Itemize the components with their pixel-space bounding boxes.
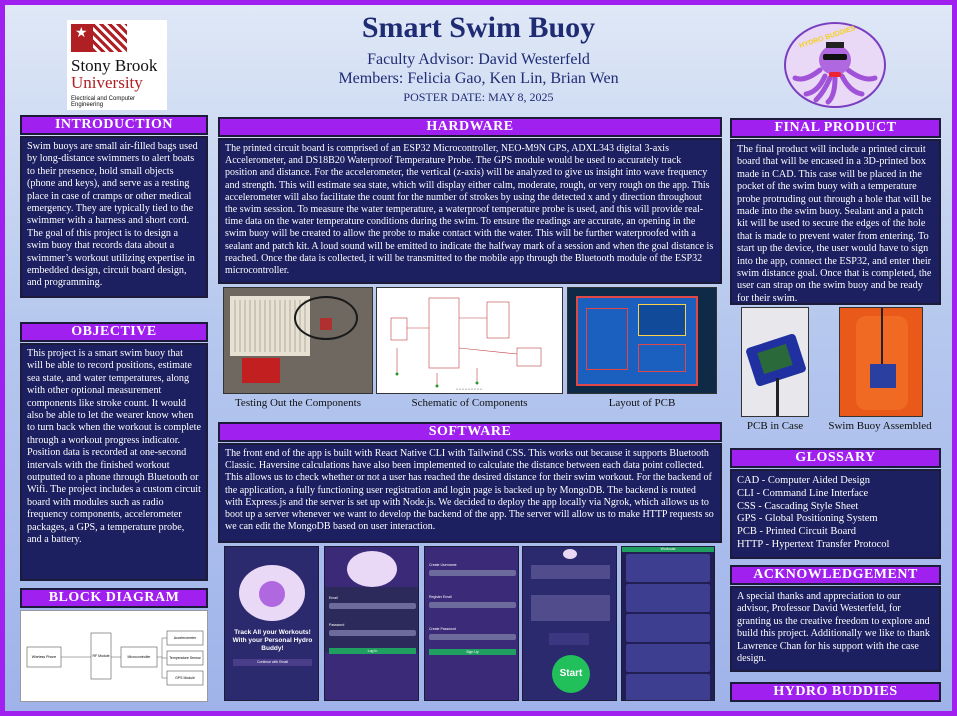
create-password-label: Create Password	[429, 627, 456, 631]
introduction-body: Swim buoys are small air-filled bags use…	[20, 136, 208, 298]
register-email-field[interactable]	[429, 602, 516, 608]
acknowledgement-heading: ACKNOWLEDGEMENT	[730, 565, 941, 585]
logo-text-2: University	[71, 73, 143, 92]
node-phone: Wireless Phone	[32, 655, 57, 659]
app-screen-welcome: Track All your Workouts! With your Perso…	[224, 546, 319, 701]
software-heading: SOFTWARE	[218, 422, 722, 442]
node-rf: RF Module	[92, 654, 109, 658]
photo-schematic: • • • • • • • • •	[376, 287, 563, 394]
caption-pcb-in-case: PCB in Case	[746, 420, 804, 432]
objective-body: This project is a smart swim buoy that w…	[20, 343, 208, 581]
glossary-list: CAD - Computer Aided Design CLI - Comman…	[730, 469, 941, 559]
glossary-item: PCB - Printed Circuit Board	[737, 526, 856, 538]
star-icon: ★	[75, 26, 88, 41]
software-body: The front end of the app is built with R…	[218, 443, 722, 543]
block-diagram-heading: BLOCK DIAGRAM	[20, 588, 208, 608]
final-product-body: The final product will include a printed…	[730, 139, 941, 305]
continue-email-button[interactable]: Continue with Email	[233, 659, 312, 666]
app-screen-workouts: Workouts	[621, 546, 715, 701]
hardware-heading: HARDWARE	[218, 117, 722, 137]
members-line: Members: Felicia Gao, Ken Lin, Brian Wen	[338, 70, 619, 87]
app-screen-start: Start	[522, 546, 617, 701]
glossary-heading: GLOSSARY	[730, 448, 941, 468]
caption-testing: Testing Out the Components	[234, 397, 362, 409]
objective-heading: OBJECTIVE	[20, 322, 208, 342]
create-username-label: Create Username	[429, 563, 457, 567]
welcome-text: Track All your Workouts! With your Perso…	[232, 629, 313, 652]
node-temp: Temperature Sensor	[169, 656, 202, 660]
node-accel: Accelerometer	[174, 636, 197, 640]
shield-icon	[71, 24, 93, 52]
workout-card[interactable]	[626, 674, 710, 700]
logo-text-1: Stony Brook	[71, 56, 158, 75]
create-password-field[interactable]	[429, 634, 516, 640]
advisor-line: Faculty Advisor: David Westerfeld	[367, 51, 590, 68]
workout-card[interactable]	[626, 584, 710, 612]
node-gps: GPS Module	[175, 676, 195, 680]
acknowledgement-body: A special thanks and appreciation to our…	[730, 586, 941, 672]
photo-pcb-layout	[567, 287, 717, 394]
rays-graphic	[93, 24, 127, 52]
workout-card[interactable]	[626, 644, 710, 672]
final-product-heading: FINAL PRODUCT	[730, 118, 941, 138]
workouts-title: Workouts	[622, 547, 714, 552]
hydro-buddies-heading: HYDRO BUDDIES	[730, 682, 941, 702]
email-field[interactable]	[329, 603, 416, 609]
app-screen-login: Email Password Log In	[324, 546, 419, 701]
workout-card[interactable]	[626, 614, 710, 642]
password-field[interactable]	[329, 630, 416, 636]
caption-pcb-layout: Layout of PCB	[608, 397, 676, 409]
hydro-buddies-logo: HYDRO BUDDIES	[780, 20, 890, 110]
schematic-graphic: • • • • • • • • •	[390, 297, 542, 393]
signup-button[interactable]: Sign Up	[429, 649, 516, 655]
workout-card[interactable]	[626, 554, 710, 582]
glossary-item: CSS - Cascading Style Sheet	[737, 500, 859, 512]
email-label: Email	[329, 596, 338, 600]
register-email-label: Register Email	[429, 595, 452, 599]
caption-schematic: Schematic of Components	[411, 397, 528, 409]
poster-title: Smart Swim Buoy	[361, 11, 596, 44]
glossary-item: GPS - Global Positioning System	[737, 513, 878, 525]
svg-text:• • • • • • • • •: • • • • • • • • •	[456, 388, 482, 393]
glossary-item: CAD - Computer Aided Design	[737, 475, 870, 486]
password-label: Password	[329, 623, 345, 627]
introduction-heading: INTRODUCTION	[20, 115, 208, 135]
photo-swim-buoy-assembled	[839, 307, 923, 417]
node-mcu: Microcontroller	[128, 655, 152, 659]
start-button[interactable]: Start	[552, 655, 590, 693]
hardware-body: The printed circuit board is comprised o…	[218, 138, 722, 284]
glossary-item: CLI - Command Line Interface	[737, 487, 869, 499]
login-button[interactable]: Log In	[329, 648, 416, 654]
logo-text-3: Electrical and Computer Engineering	[71, 96, 136, 108]
octopus-icon	[259, 581, 285, 607]
app-screen-signup: Create Username Register Email Create Pa…	[424, 546, 519, 701]
caption-buoy-assembled: Swim Buoy Assembled	[828, 420, 932, 432]
octopus-icon: HYDRO BUDDIES	[784, 22, 886, 108]
date-line: POSTER DATE: MAY 8, 2025	[403, 90, 554, 104]
photo-pcb-in-case	[741, 307, 809, 417]
photo-testing-components	[223, 287, 373, 394]
glossary-item: HTTP - Hypertext Transfer Protocol	[737, 538, 890, 550]
stony-brook-logo: ★ Stony Brook University Electrical and …	[67, 20, 167, 110]
block-diagram-svg: Wireless Phone RF Module Microcontroller…	[26, 630, 204, 686]
block-diagram: Wireless Phone RF Module Microcontroller…	[20, 610, 208, 702]
username-field[interactable]	[429, 570, 516, 576]
